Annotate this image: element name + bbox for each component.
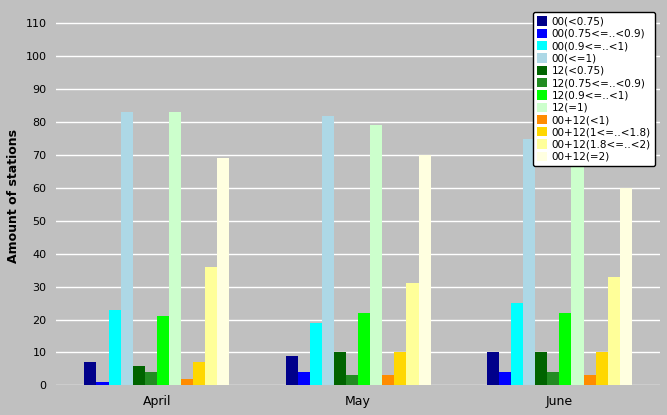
Bar (205, 267, 217, 386)
Bar (418, 155, 431, 386)
Bar (217, 158, 229, 386)
Bar (572, 139, 584, 386)
Bar (370, 125, 382, 386)
Bar (535, 352, 548, 386)
Bar (133, 366, 145, 386)
Bar (406, 283, 418, 386)
Bar (285, 356, 297, 386)
Bar (145, 372, 157, 386)
Bar (97, 382, 109, 386)
Bar (394, 352, 406, 386)
Bar (85, 362, 97, 386)
Legend: 00(<0.75), 00(0.75<=..<0.9), 00(0.9<=..<1), 00(<=1), 12(<0.75), 12(0.75<=..<0.9): 00(<0.75), 00(0.75<=..<0.9), 00(0.9<=..<… (533, 12, 655, 166)
Bar (584, 376, 596, 386)
Bar (181, 379, 193, 386)
Bar (499, 372, 511, 386)
Bar (334, 352, 346, 386)
Bar (109, 310, 121, 386)
Bar (297, 372, 310, 386)
Y-axis label: Amount of stations: Amount of stations (7, 129, 20, 263)
Bar (523, 139, 535, 386)
Bar (169, 112, 181, 386)
Bar (560, 313, 572, 386)
Bar (157, 316, 169, 386)
Bar (608, 277, 620, 386)
Bar (322, 115, 334, 386)
Bar (511, 303, 523, 386)
Bar (121, 112, 133, 386)
Bar (346, 376, 358, 386)
Bar (193, 362, 205, 386)
Bar (310, 323, 322, 386)
Bar (548, 372, 560, 386)
Bar (358, 313, 370, 386)
Bar (596, 352, 608, 386)
Bar (620, 188, 632, 386)
Bar (487, 352, 499, 386)
Bar (382, 376, 394, 386)
